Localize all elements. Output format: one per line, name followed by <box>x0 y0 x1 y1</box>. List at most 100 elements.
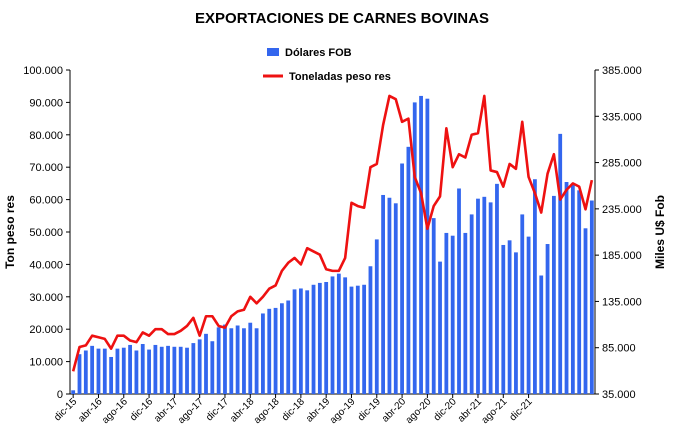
legend-line-label: Toneladas peso res <box>289 71 391 83</box>
bar <box>355 285 360 394</box>
bar <box>457 188 461 394</box>
bar <box>412 102 417 395</box>
bar <box>172 346 177 394</box>
bar <box>406 146 411 394</box>
x-tick-label: ago-21 <box>480 396 510 426</box>
bar <box>115 348 120 394</box>
x-axis-ticks: dic-15abr-16ago-16dic-16abr-17ago-17dic-… <box>52 394 535 426</box>
bar <box>159 346 164 394</box>
bar <box>514 252 518 394</box>
left-axis-ticks: 0 10.000 20.000 30.000 40.000 50.000 60.000 70.… <box>23 65 70 401</box>
bar <box>419 95 423 395</box>
bar <box>166 345 170 394</box>
bar <box>292 289 297 394</box>
bar <box>577 190 582 394</box>
bar <box>191 343 196 394</box>
x-tick-label: dic-21 <box>508 396 535 423</box>
bar <box>317 282 322 394</box>
bar <box>438 261 442 394</box>
left-tick-label: 30.000 <box>29 292 63 304</box>
bar <box>374 239 379 394</box>
bar <box>96 348 101 394</box>
bar <box>501 244 506 394</box>
bar <box>387 197 392 394</box>
bar <box>248 322 253 394</box>
x-tick-label: dic-18 <box>280 396 307 423</box>
bar <box>210 341 215 394</box>
bar <box>463 232 468 394</box>
bar <box>533 179 537 394</box>
bar <box>77 354 82 394</box>
x-tick-label: dic-16 <box>128 396 155 423</box>
bar <box>185 347 189 394</box>
bar <box>558 133 563 394</box>
bar <box>393 203 398 394</box>
right-tick-label: 185.000 <box>602 250 642 262</box>
bar <box>83 350 88 394</box>
right-tick-label: 85.000 <box>602 343 636 355</box>
bar <box>197 339 202 394</box>
left-tick-label: 10.000 <box>29 357 63 369</box>
bar <box>286 300 291 394</box>
bar <box>476 198 480 394</box>
bar <box>280 303 284 394</box>
bar <box>526 236 531 394</box>
right-axis-ticks: 35.000 85.000 135.000 185.000 235.000 285.000… <box>595 65 642 401</box>
right-tick-label: 285.000 <box>602 158 642 170</box>
x-tick-label: dic-17 <box>204 396 231 423</box>
bar <box>539 275 544 394</box>
bar <box>216 327 221 394</box>
right-axis-title: Miles U$ Fob <box>653 195 667 269</box>
bar <box>564 182 569 394</box>
x-tick-label: dic-19 <box>356 396 383 423</box>
right-tick-label: 35.000 <box>602 389 636 401</box>
bar <box>450 235 455 394</box>
bar <box>583 228 588 394</box>
bar <box>482 196 487 394</box>
bar <box>147 349 151 394</box>
bar <box>343 277 348 394</box>
bar <box>204 333 208 394</box>
bar <box>469 214 474 394</box>
bar <box>254 328 259 394</box>
legend-bar-label: Dólares FOB <box>285 47 352 59</box>
bar <box>140 344 145 394</box>
bar <box>102 348 107 394</box>
bar <box>444 232 449 394</box>
bar <box>267 308 272 394</box>
bar <box>128 344 132 394</box>
left-tick-label: 80.000 <box>29 130 63 142</box>
bar <box>495 183 499 394</box>
bar <box>381 194 385 394</box>
right-tick-label: 235.000 <box>602 204 642 216</box>
bar <box>431 218 436 394</box>
bar <box>336 273 341 394</box>
left-tick-label: 70.000 <box>29 162 63 174</box>
bar <box>121 347 126 394</box>
x-tick-label: ago-16 <box>100 396 130 426</box>
x-tick-label: ago-20 <box>404 396 434 426</box>
left-tick-label: 60.000 <box>29 195 63 207</box>
bar <box>229 328 234 394</box>
bar <box>551 195 556 394</box>
left-tick-label: 20.000 <box>29 324 63 336</box>
left-tick-label: 100.000 <box>23 65 63 77</box>
bar <box>261 313 265 394</box>
bar <box>90 345 95 394</box>
bar <box>134 350 139 394</box>
bar <box>109 356 114 394</box>
bar <box>488 202 493 394</box>
bar <box>71 390 76 394</box>
bar <box>153 344 158 394</box>
bar-series <box>71 95 594 395</box>
bar <box>362 284 367 394</box>
x-tick-label: ago-18 <box>252 396 282 426</box>
bar <box>570 183 575 394</box>
x-tick-label: dic-20 <box>432 396 459 423</box>
bar <box>305 290 310 394</box>
bar <box>400 163 404 394</box>
right-tick-label: 135.000 <box>602 296 642 308</box>
bar <box>349 286 354 394</box>
bar <box>235 325 240 394</box>
